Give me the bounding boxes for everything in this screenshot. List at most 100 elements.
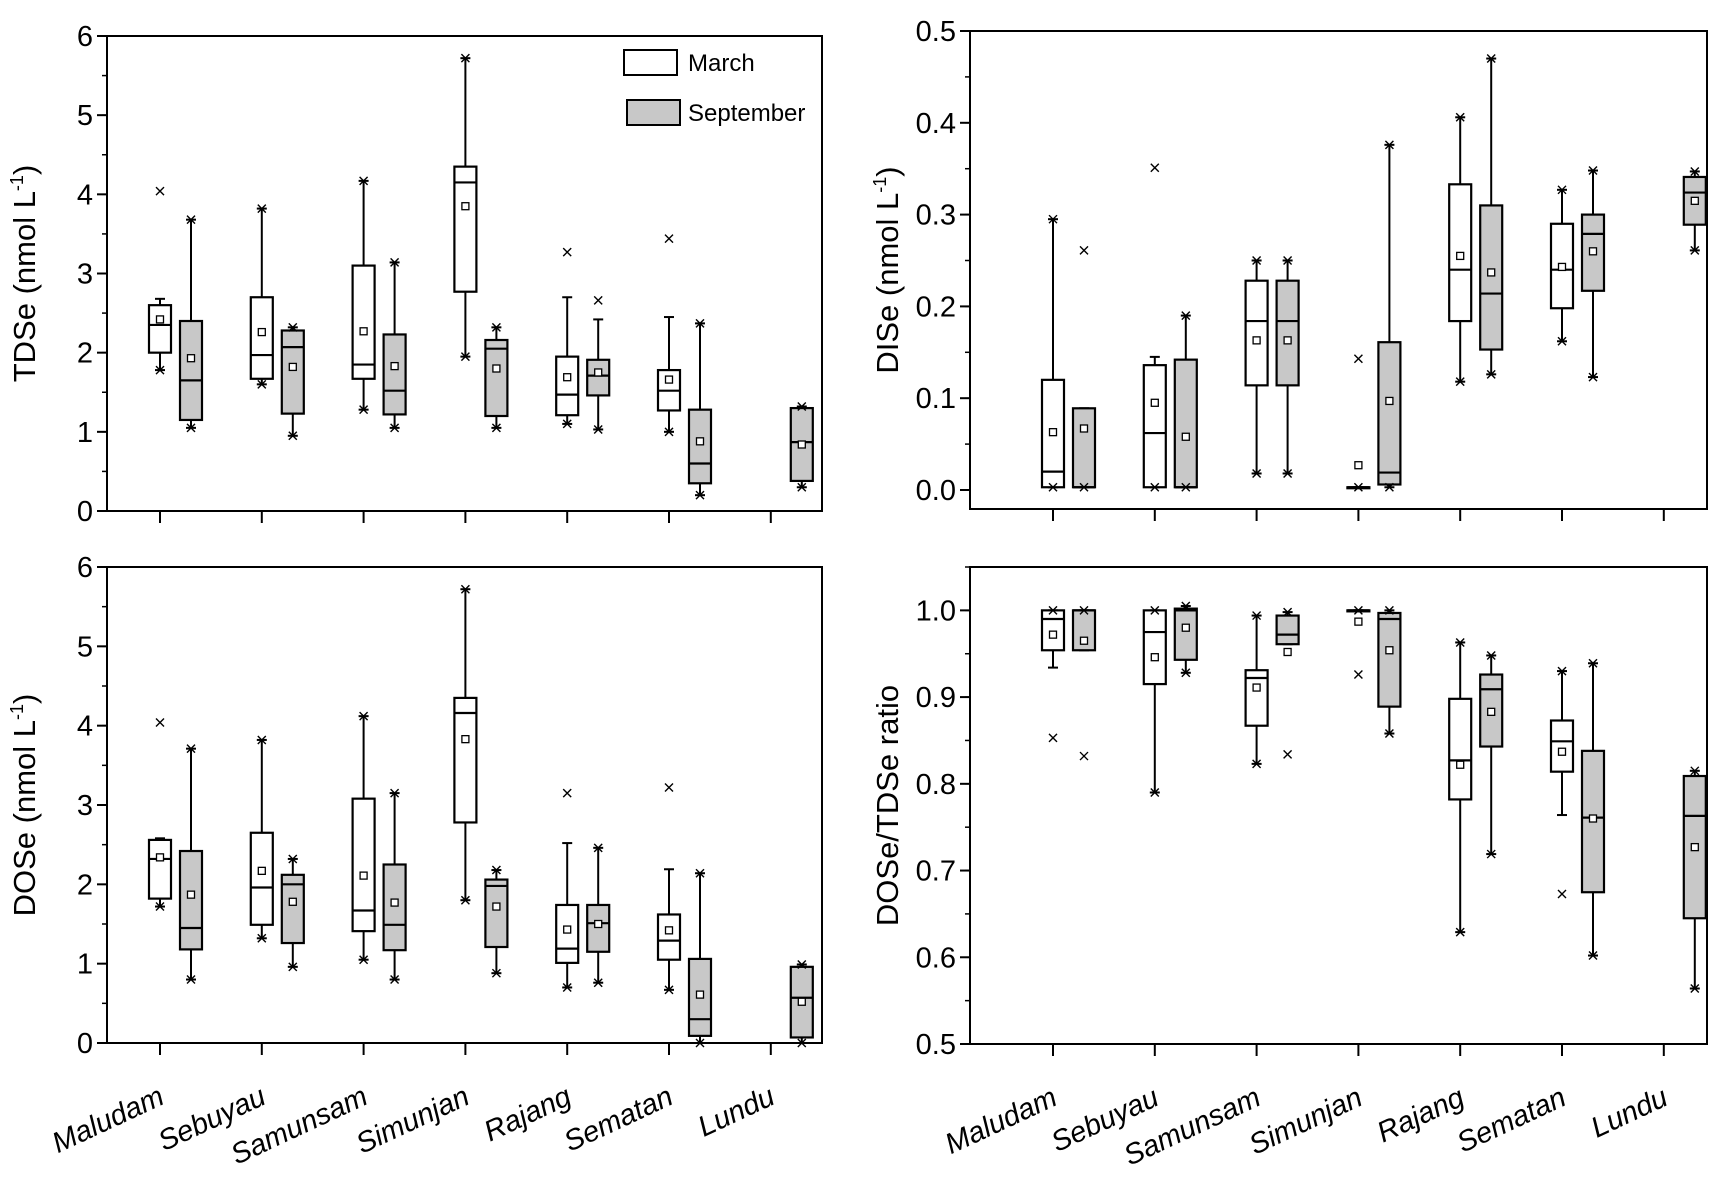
box-iqr — [484, 338, 509, 418]
max-marker — [562, 788, 572, 798]
y-axis-title-main: TDSe (nmol L — [7, 191, 42, 382]
max-marker — [1455, 637, 1465, 647]
max-marker — [1079, 245, 1089, 255]
max-marker — [460, 53, 470, 63]
box-march-rajang — [1448, 637, 1473, 937]
mean-marker — [1181, 432, 1190, 441]
box-september-sebuyau — [1173, 601, 1198, 678]
box-september-simunjan — [484, 322, 509, 433]
min-marker — [1150, 482, 1160, 492]
y-tick-label: 3 — [77, 259, 93, 291]
mean-marker — [257, 866, 266, 875]
mean-marker — [359, 327, 368, 336]
box-iqr — [1142, 609, 1167, 686]
panel-ratio: 0.5 0.6 0.7 0.8 0.9 1.0 DOSe/TDSe ratio Maludam… — [870, 566, 1708, 1172]
mean-marker — [1557, 747, 1567, 756]
box-september-samunsam — [382, 788, 407, 985]
mean-marker — [1181, 623, 1190, 632]
y-tick-label: 0.3 — [916, 200, 956, 232]
max-marker — [288, 322, 298, 332]
max-marker — [1588, 166, 1598, 176]
box-iqr — [555, 903, 580, 964]
min-marker — [186, 975, 196, 985]
legend-label-march: March — [688, 50, 755, 77]
max-marker — [1048, 605, 1058, 615]
box-march-sematan — [1549, 185, 1575, 346]
x-category-label: Simunjan — [1244, 1081, 1367, 1161]
x-category-label: Rajang — [1372, 1081, 1469, 1149]
y-tick-label: 0 — [77, 496, 93, 528]
min-marker — [155, 365, 165, 375]
box-march-samunsam — [351, 176, 376, 415]
min-marker — [695, 1038, 705, 1048]
max-marker — [460, 584, 470, 594]
box-iqr — [586, 903, 611, 953]
box-march-sebuyau — [249, 204, 274, 389]
max-marker — [1690, 166, 1700, 176]
min-marker — [1048, 733, 1058, 743]
max-marker — [1181, 311, 1191, 321]
box-iqr — [1448, 697, 1473, 801]
min-marker — [288, 431, 298, 441]
min-marker — [797, 1038, 807, 1048]
min-marker — [664, 985, 674, 995]
mean-marker — [492, 902, 501, 911]
mean-marker — [1456, 760, 1465, 769]
min-marker — [1181, 668, 1191, 678]
max-marker — [186, 215, 196, 225]
max-marker — [288, 854, 298, 864]
box-september-lundu — [1682, 766, 1707, 993]
max-marker — [390, 788, 400, 798]
box-march-samunsam — [1244, 256, 1269, 478]
legend-swatch-september — [626, 99, 681, 126]
max-marker — [1690, 766, 1700, 776]
y-tick-label: 1 — [77, 949, 93, 981]
min-marker — [1486, 369, 1496, 379]
max-marker — [797, 402, 807, 411]
mean-marker — [1048, 428, 1058, 437]
max-marker — [664, 783, 674, 793]
mean-marker — [1079, 424, 1089, 433]
mean-marker — [563, 925, 572, 934]
mean-marker — [1354, 461, 1363, 470]
mean-marker — [1354, 617, 1363, 626]
mean-marker — [390, 361, 399, 371]
box-september-lundu — [789, 402, 814, 492]
box-march-maludam — [147, 717, 173, 912]
min-marker — [1353, 482, 1363, 492]
mean-marker — [257, 327, 266, 337]
box-september-simunjan — [1377, 140, 1402, 492]
min-marker — [664, 427, 674, 437]
mean-marker — [1588, 814, 1598, 823]
panel-tdse: 0 1 2 3 4 5 6 TDSe (nmol L-1) March September — [7, 21, 823, 528]
min-marker — [1150, 787, 1160, 797]
max-marker — [1252, 611, 1262, 621]
box-march-samunsam — [1244, 611, 1269, 769]
min-marker — [359, 405, 369, 415]
box-iqr — [453, 165, 478, 293]
max-marker — [562, 247, 572, 257]
mean-marker — [155, 315, 165, 324]
mean-marker — [1456, 251, 1465, 261]
mean-marker — [695, 437, 705, 446]
mean-marker — [288, 897, 297, 906]
box-september-lundu — [1682, 166, 1707, 255]
max-marker — [1283, 256, 1293, 265]
y-tick-label: 0.8 — [916, 769, 956, 801]
mean-marker — [288, 362, 297, 372]
mean-marker — [797, 997, 806, 1006]
mean-marker — [1150, 398, 1159, 407]
box-september-simunjan — [484, 865, 509, 978]
max-marker — [1353, 605, 1363, 615]
y-axis-title-end: ) — [7, 694, 42, 704]
min-marker — [257, 933, 267, 943]
box-iqr — [280, 329, 305, 415]
box-iqr — [351, 264, 376, 380]
mean-marker — [492, 364, 501, 373]
mean-marker — [186, 890, 196, 899]
y-tick-label: 5 — [77, 631, 93, 663]
min-marker — [1079, 751, 1089, 761]
y-tick-label: 0.0 — [916, 475, 956, 507]
max-marker — [1557, 666, 1567, 676]
